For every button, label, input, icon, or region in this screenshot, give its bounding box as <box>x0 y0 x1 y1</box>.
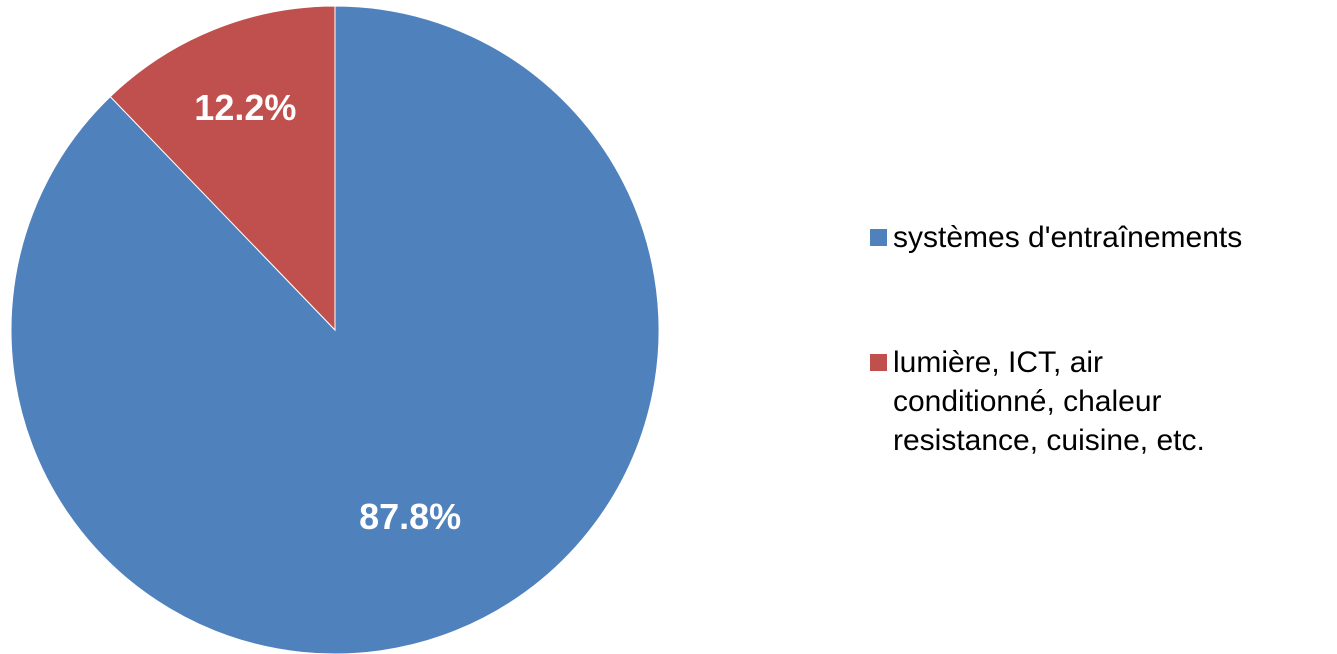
legend-label-lighting-ict: lumière, ICT, air conditionné, chaleur r… <box>893 346 1205 457</box>
legend-swatch-drive-systems <box>870 229 887 246</box>
legend-label-drive-systems: systèmes d'entraînements <box>893 221 1243 254</box>
legend-item-drive-systems: systèmes d'entraînements <box>870 218 1330 257</box>
data-label-lighting-ict: 12.2% <box>194 87 296 128</box>
legend-item-lighting-ict: lumière, ICT, air conditionné, chaleur r… <box>870 343 1330 460</box>
pie-data-labels: 87.8% 12.2% <box>194 87 461 537</box>
pie-slice-lighting-ict <box>109 5 336 332</box>
legend: systèmes d'entraînements lumière, ICT, a… <box>870 218 1330 460</box>
pie-slices <box>10 5 660 654</box>
data-label-drive-systems: 87.8% <box>359 496 461 537</box>
legend-swatch-lighting-ict <box>870 354 887 371</box>
